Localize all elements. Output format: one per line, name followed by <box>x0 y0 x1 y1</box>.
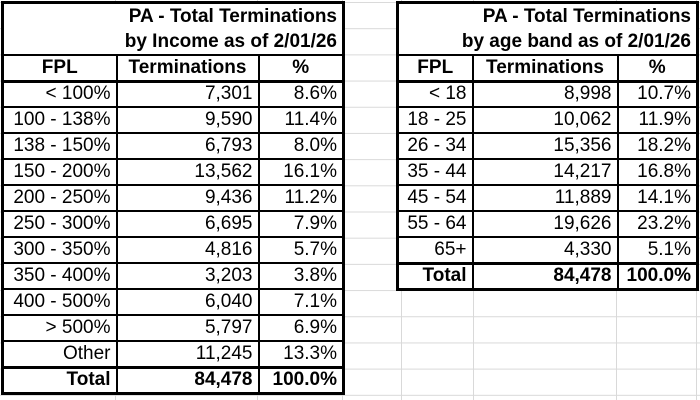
cell-fpl[interactable]: < 18 <box>396 80 474 108</box>
cell-fpl[interactable]: 65+ <box>396 236 474 264</box>
table-row: 35 - 44 14,217 16.8% <box>396 158 699 186</box>
cell-terminations[interactable]: 11,889 <box>471 184 619 212</box>
table-row: 138 - 150% 6,793 8.0% <box>1 132 345 160</box>
income-table-title[interactable]: PA - Total Terminations by Income as of … <box>1 1 345 56</box>
cell-fpl[interactable]: < 100% <box>1 80 118 108</box>
cell-percent[interactable]: 100.0% <box>616 261 699 290</box>
cell-terminations[interactable]: 4,816 <box>115 236 260 264</box>
header-terminations[interactable]: Terminations <box>115 54 260 83</box>
cell-terminations[interactable]: 84,478 <box>471 261 619 290</box>
cell-percent[interactable]: 5.7% <box>257 236 345 264</box>
cell-terminations[interactable]: 14,217 <box>471 158 619 186</box>
cell-percent[interactable]: 11.2% <box>257 184 345 212</box>
cell-terminations[interactable]: 4,330 <box>471 236 619 264</box>
cell-fpl[interactable]: 26 - 34 <box>396 132 474 160</box>
table-row: 200 - 250% 9,436 11.2% <box>1 184 345 212</box>
table-row: 350 - 400% 3,203 3.8% <box>1 262 345 290</box>
cell-percent[interactable]: 23.2% <box>616 210 699 238</box>
cell-terminations[interactable]: 15,356 <box>471 132 619 160</box>
table-row: > 500% 5,797 6.9% <box>1 314 345 342</box>
cell-fpl[interactable]: 150 - 200% <box>1 158 118 186</box>
cell-terminations[interactable]: 6,793 <box>115 132 260 160</box>
cell-percent[interactable]: 7.1% <box>257 288 345 316</box>
cell-percent[interactable]: 10.7% <box>616 80 699 108</box>
table-title-row: PA - Total Terminations by Income as of … <box>1 1 345 56</box>
cell-fpl[interactable]: 100 - 138% <box>1 106 118 134</box>
cell-percent[interactable]: 100.0% <box>257 365 345 394</box>
table-row: 400 - 500% 6,040 7.1% <box>1 288 345 316</box>
table-row: < 100% 7,301 8.6% <box>1 80 345 108</box>
header-terminations[interactable]: Terminations <box>471 54 619 83</box>
cell-percent[interactable]: 13.3% <box>257 340 345 368</box>
cell-fpl[interactable]: 400 - 500% <box>1 288 118 316</box>
header-fpl[interactable]: FPL <box>1 54 118 83</box>
cell-percent[interactable]: 3.8% <box>257 262 345 290</box>
cell-fpl[interactable]: 300 - 350% <box>1 236 118 264</box>
cell-terminations[interactable]: 6,695 <box>115 210 260 238</box>
table-row: 45 - 54 11,889 14.1% <box>396 184 699 212</box>
cell-percent[interactable]: 16.1% <box>257 158 345 186</box>
cell-percent[interactable]: 16.8% <box>616 158 699 186</box>
table-row: 18 - 25 10,062 11.9% <box>396 106 699 134</box>
title-line-2: by Income as of 2/01/26 <box>124 31 337 52</box>
cell-percent[interactable]: 8.6% <box>257 80 345 108</box>
cell-terminations[interactable]: 10,062 <box>471 106 619 134</box>
table-title-row: PA - Total Terminations by age band as o… <box>396 1 699 56</box>
cell-terminations[interactable]: 8,998 <box>471 80 619 108</box>
cell-percent[interactable]: 8.0% <box>257 132 345 160</box>
cell-fpl[interactable]: Other <box>1 340 118 368</box>
cell-percent[interactable]: 14.1% <box>616 184 699 212</box>
table-row: 300 - 350% 4,816 5.7% <box>1 236 345 264</box>
title-line-2: by age band as of 2/01/26 <box>461 31 691 52</box>
cell-terminations[interactable]: 13,562 <box>115 158 260 186</box>
cell-fpl[interactable]: 35 - 44 <box>396 158 474 186</box>
cell-percent[interactable]: 18.2% <box>616 132 699 160</box>
cell-terminations[interactable]: 9,436 <box>115 184 260 212</box>
cell-terminations[interactable]: 3,203 <box>115 262 260 290</box>
cell-terminations[interactable]: 19,626 <box>471 210 619 238</box>
table-row: < 18 8,998 10.7% <box>396 80 699 108</box>
cell-terminations[interactable]: 7,301 <box>115 80 260 108</box>
income-terminations-table: PA - Total Terminations by Income as of … <box>1 1 345 395</box>
cell-percent[interactable]: 11.9% <box>616 106 699 134</box>
total-row: Total 84,478 100.0% <box>396 261 699 290</box>
cell-fpl[interactable]: 138 - 150% <box>1 132 118 160</box>
title-line-1: PA - Total Terminations <box>128 6 337 27</box>
table-header-row: FPL Terminations % <box>396 54 699 83</box>
cell-fpl[interactable]: 18 - 25 <box>396 106 474 134</box>
cell-fpl[interactable]: 45 - 54 <box>396 184 474 212</box>
table-row: 150 - 200% 13,562 16.1% <box>1 158 345 186</box>
ageband-terminations-table: PA - Total Terminations by age band as o… <box>396 1 699 291</box>
cell-terminations[interactable]: 5,797 <box>115 314 260 342</box>
header-fpl[interactable]: FPL <box>396 54 474 83</box>
table-row: 100 - 138% 9,590 11.4% <box>1 106 345 134</box>
table-row: 26 - 34 15,356 18.2% <box>396 132 699 160</box>
cell-fpl[interactable]: 200 - 250% <box>1 184 118 212</box>
cell-fpl[interactable]: Total <box>1 365 118 394</box>
cell-fpl[interactable]: Total <box>396 261 474 290</box>
table-header-row: FPL Terminations % <box>1 54 345 83</box>
table-row: 250 - 300% 6,695 7.9% <box>1 210 345 238</box>
cell-fpl[interactable]: 55 - 64 <box>396 210 474 238</box>
cell-terminations[interactable]: 11,245 <box>115 340 260 368</box>
cell-percent[interactable]: 5.1% <box>616 236 699 264</box>
table-row: 65+ 4,330 5.1% <box>396 236 699 264</box>
cell-percent[interactable]: 7.9% <box>257 210 345 238</box>
table-row: Other 11,245 13.3% <box>1 340 345 368</box>
cell-terminations[interactable]: 84,478 <box>115 365 260 394</box>
total-row: Total 84,478 100.0% <box>1 365 345 394</box>
table-row: 55 - 64 19,626 23.2% <box>396 210 699 238</box>
ageband-table-title[interactable]: PA - Total Terminations by age band as o… <box>396 1 699 56</box>
header-percent[interactable]: % <box>616 54 699 83</box>
title-line-1: PA - Total Terminations <box>482 6 691 27</box>
header-percent[interactable]: % <box>257 54 345 83</box>
cell-fpl[interactable]: 350 - 400% <box>1 262 118 290</box>
cell-fpl[interactable]: > 500% <box>1 314 118 342</box>
cell-percent[interactable]: 6.9% <box>257 314 345 342</box>
cell-percent[interactable]: 11.4% <box>257 106 345 134</box>
cell-terminations[interactable]: 9,590 <box>115 106 260 134</box>
cell-terminations[interactable]: 6,040 <box>115 288 260 316</box>
cell-fpl[interactable]: 250 - 300% <box>1 210 118 238</box>
